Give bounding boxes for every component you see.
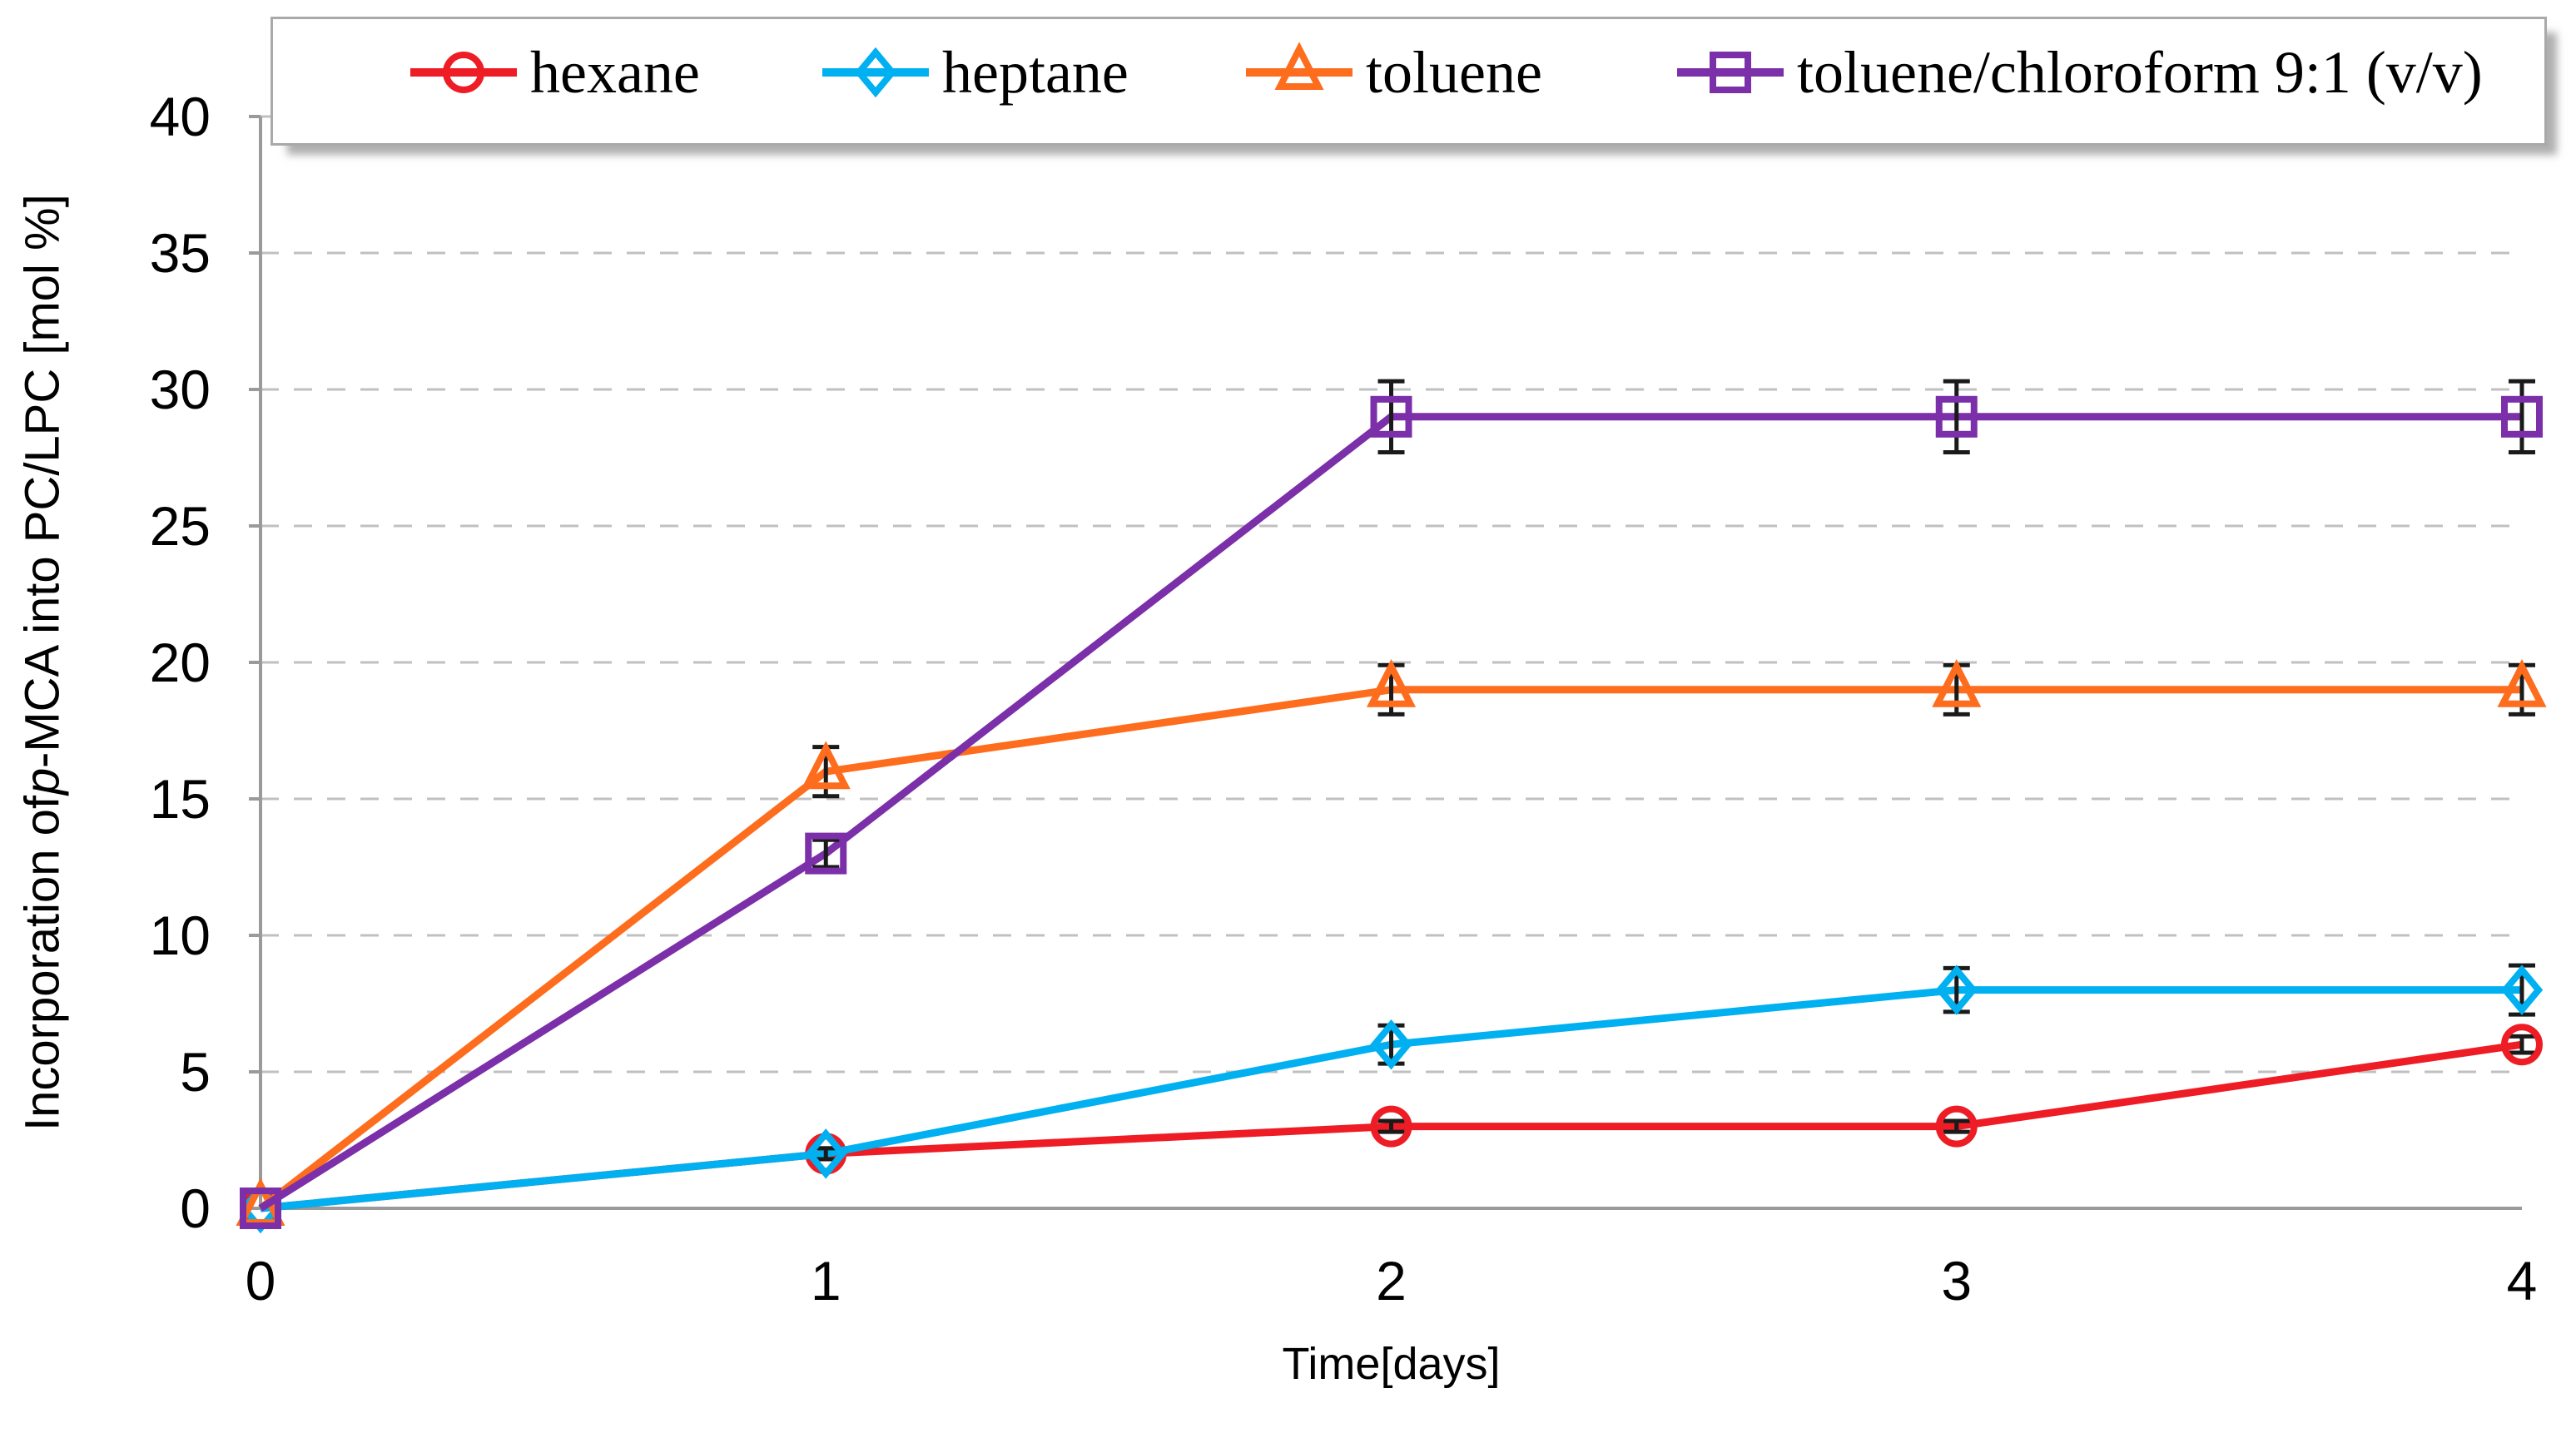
series-line [258,413,2522,1212]
legend-label: toluene/chloroform 9:1 (v/v) [1797,39,2483,106]
y-tick-label: 15 [150,768,211,830]
y-tick-label: 5 [180,1041,211,1103]
triangle-marker [2497,659,2547,707]
y-tick-label: 35 [150,222,211,284]
legend-item-heptane: heptane [821,31,1129,114]
y-tick-label: 0 [180,1178,211,1239]
legend-label: hexane [530,39,700,106]
error-bar [1377,1118,1405,1134]
square-marker [1935,395,1978,438]
series-toluene [236,659,2547,1226]
circle-marker [1935,1105,1978,1148]
diamond-marker [1370,1019,1412,1070]
square-marker [240,1188,281,1229]
legend-key [822,47,929,98]
circle-marker [1370,1105,1412,1148]
diamond-marker [854,47,897,98]
legend-label: heptane [942,39,1129,106]
x-tick-label: 4 [2507,1250,2538,1312]
circle-marker [443,52,484,93]
circle-marker [2501,1024,2543,1066]
triangle-marker [1932,659,1982,707]
diamond-marker [1935,964,1978,1015]
square-marker [2501,395,2543,438]
legend-key [1246,42,1353,90]
error-bar [812,837,840,870]
legend-item-toluene-chloroform-9-1-v-v-: toluene/chloroform 9:1 (v/v) [1675,31,2483,114]
y-tick-label: 40 [150,86,211,147]
y-axis-title-prefix: Incorporation of [15,795,70,1131]
error-bar [1377,379,1405,454]
series-toluene-chloroform-9-1-v-v- [240,379,2543,1229]
x-tick-label: 0 [246,1250,276,1312]
diamond-marker [2500,964,2544,1015]
diamond-marker [805,1128,847,1179]
square-marker [1370,395,1412,438]
triangle-marker [801,741,851,790]
error-bar [1943,1118,1970,1134]
y-axis-title-suffix: -MCA into PC/LPC [mol %] [15,194,70,769]
triangle-marker [1366,659,1417,707]
y-tick-label: 10 [150,905,211,966]
legend-label: toluene [1366,39,1542,106]
y-tick-label: 25 [150,495,211,557]
error-bar [2509,379,2535,454]
x-axis-title: Time[days] [1282,1339,1501,1389]
legend-item-hexane: hexane [409,31,700,114]
x-tick-label: 3 [1941,1250,1972,1312]
y-tick-label: 30 [150,359,211,420]
square-marker [1710,52,1751,93]
y-axis-title-italic-p: p [15,768,70,796]
triangle-marker [1274,42,1324,90]
y-tick-label: 20 [150,632,211,693]
error-bar [1943,379,1970,454]
legend-key [410,52,517,93]
x-tick-label: 1 [811,1250,841,1312]
x-tick-label: 2 [1376,1250,1407,1312]
square-marker [805,832,847,875]
legend-item-toluene: toluene [1244,31,1542,114]
legend: hexane heptane toluene toluene/chloroform 9… [271,17,2547,146]
y-axis-title: Incorporation of p -MCA into PC/LPC [mol … [12,117,73,1208]
error-bar [2509,1034,2535,1055]
legend-key [1677,52,1784,93]
